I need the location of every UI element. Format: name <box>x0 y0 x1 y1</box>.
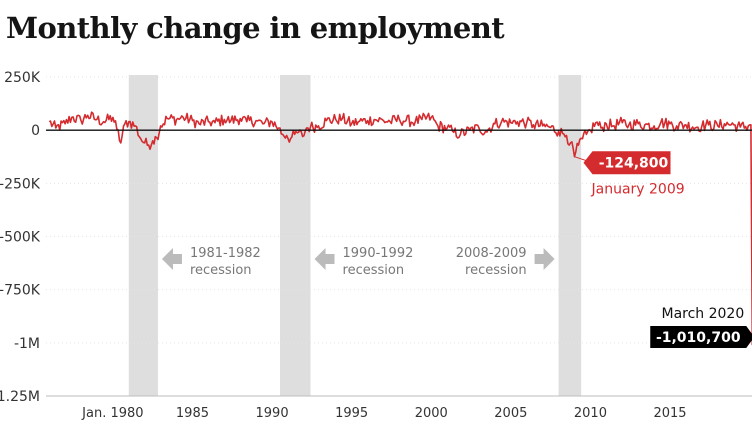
recession-arrow-left-icon <box>161 248 182 270</box>
y-tick-label: 0 <box>31 123 40 139</box>
x-tick-label: Jan. 1980 <box>81 406 143 421</box>
recession-label: recession <box>343 263 405 278</box>
annotation-badge <box>583 151 671 175</box>
x-tick-label: 1985 <box>176 406 209 421</box>
annotation-badge <box>650 326 752 348</box>
annotation-value: -124,800 <box>599 156 669 172</box>
x-tick-label: 1990 <box>256 406 289 421</box>
recession-arrow-left-icon <box>314 248 335 270</box>
x-tick-label: 2010 <box>574 406 607 421</box>
y-tick-label: -250K <box>0 176 41 192</box>
y-tick-label: 250K <box>4 70 41 86</box>
x-tick-label: 2015 <box>653 406 686 421</box>
recession-label: 2008-2009 <box>456 246 527 261</box>
employment-line <box>48 111 752 346</box>
annotation-label: March 2020 <box>661 306 744 322</box>
x-tick-label: 2005 <box>494 406 527 421</box>
recession-band <box>128 75 158 396</box>
recession-band <box>558 75 582 396</box>
recession-label: recession <box>190 263 252 278</box>
recession-band <box>280 75 311 396</box>
x-tick-label: 1995 <box>335 406 368 421</box>
x-tick-label: 2000 <box>415 406 448 421</box>
recession-label: 1990-1992 <box>343 246 414 261</box>
y-tick-label: -1.25M <box>0 389 40 405</box>
chart-title: Monthly change in employment <box>6 11 505 45</box>
annotation-label: January 2009 <box>591 182 685 198</box>
recession-label: recession <box>465 263 527 278</box>
recession-arrow-right-icon <box>534 248 555 270</box>
annotation-value: -1,010,700 <box>656 330 741 346</box>
y-tick-label: -500K <box>0 230 41 246</box>
y-tick-label: -1M <box>14 336 40 352</box>
y-tick-label: -750K <box>0 283 41 299</box>
recession-label: 1981-1982 <box>190 246 261 261</box>
